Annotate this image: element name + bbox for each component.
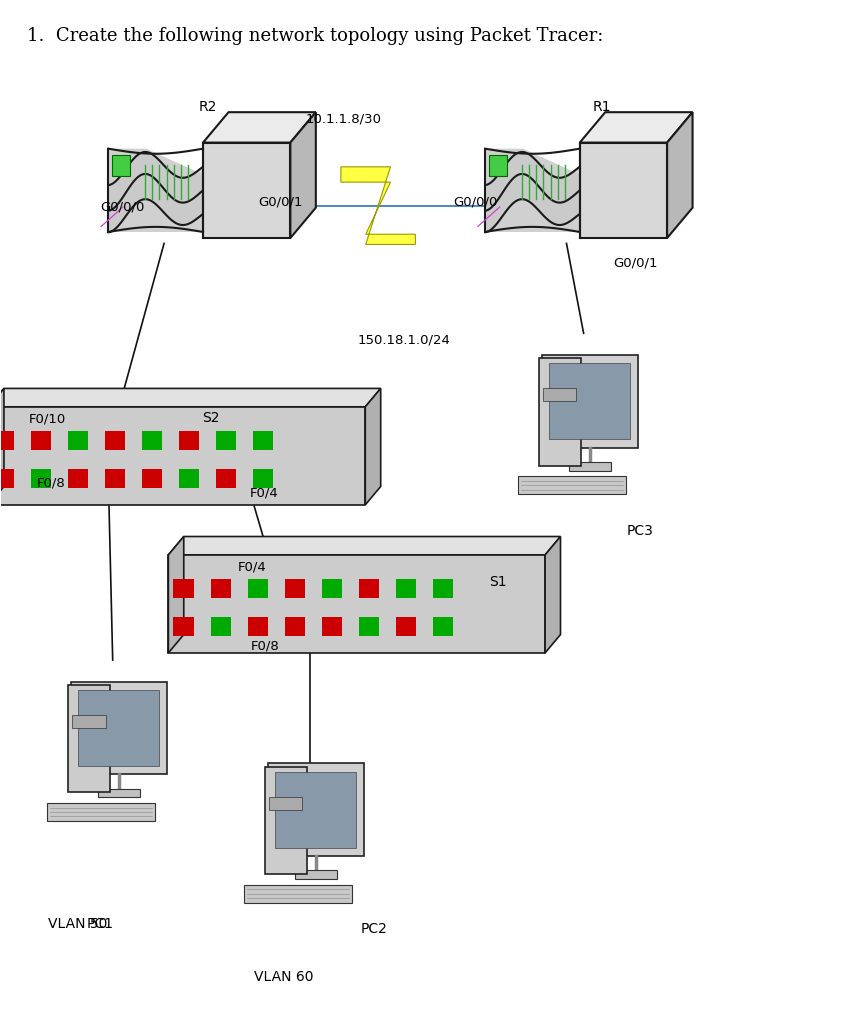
Text: G0/0/0: G0/0/0 bbox=[454, 196, 498, 209]
Polygon shape bbox=[580, 142, 667, 238]
Polygon shape bbox=[485, 148, 584, 232]
Bar bbox=[396, 617, 416, 636]
Polygon shape bbox=[108, 174, 203, 232]
Bar bbox=[543, 388, 576, 401]
Bar bbox=[489, 155, 507, 176]
Polygon shape bbox=[0, 407, 365, 505]
Text: F0/10: F0/10 bbox=[28, 413, 65, 425]
Text: R1: R1 bbox=[592, 99, 611, 114]
Text: G0/0/0: G0/0/0 bbox=[100, 201, 144, 214]
Text: F0/8: F0/8 bbox=[37, 476, 65, 489]
Polygon shape bbox=[108, 152, 203, 211]
Text: S1: S1 bbox=[490, 574, 507, 589]
Bar bbox=[72, 715, 106, 728]
Bar bbox=[247, 580, 268, 598]
Text: R2: R2 bbox=[198, 99, 216, 114]
Bar bbox=[247, 617, 268, 636]
Bar bbox=[433, 580, 453, 598]
Polygon shape bbox=[485, 174, 580, 232]
Bar bbox=[179, 431, 199, 450]
Polygon shape bbox=[0, 388, 4, 505]
Bar bbox=[142, 469, 162, 487]
Text: F0/8: F0/8 bbox=[251, 640, 280, 652]
Text: VLAN 50: VLAN 50 bbox=[48, 916, 108, 931]
Bar bbox=[216, 469, 236, 487]
Text: G0/0/1: G0/0/1 bbox=[613, 257, 658, 269]
Bar bbox=[216, 431, 236, 450]
Bar bbox=[396, 580, 416, 598]
Bar bbox=[295, 870, 337, 879]
Bar bbox=[46, 803, 155, 821]
Polygon shape bbox=[290, 113, 316, 238]
Bar bbox=[265, 767, 307, 874]
Bar bbox=[210, 580, 231, 598]
Polygon shape bbox=[365, 388, 381, 505]
Bar bbox=[98, 788, 140, 798]
Bar bbox=[142, 431, 162, 450]
Polygon shape bbox=[667, 113, 692, 238]
Text: 10.1.1.8/30: 10.1.1.8/30 bbox=[306, 113, 382, 126]
Bar bbox=[321, 580, 342, 598]
Bar bbox=[105, 469, 125, 487]
Bar bbox=[539, 358, 581, 466]
Polygon shape bbox=[341, 167, 416, 245]
Bar bbox=[321, 617, 342, 636]
Bar bbox=[269, 797, 302, 810]
Bar bbox=[174, 617, 193, 636]
Polygon shape bbox=[168, 537, 561, 555]
Bar bbox=[253, 431, 273, 450]
Bar bbox=[70, 682, 167, 774]
Bar bbox=[179, 469, 199, 487]
Bar bbox=[31, 431, 51, 450]
Polygon shape bbox=[168, 537, 184, 653]
Bar bbox=[174, 580, 193, 598]
Text: PC2: PC2 bbox=[361, 922, 388, 936]
Text: PC1: PC1 bbox=[87, 916, 114, 931]
Bar bbox=[105, 431, 125, 450]
Bar bbox=[433, 617, 453, 636]
Bar bbox=[112, 155, 131, 176]
Bar bbox=[31, 469, 51, 487]
Bar bbox=[549, 364, 631, 439]
Bar bbox=[569, 462, 611, 471]
Polygon shape bbox=[545, 537, 561, 653]
Text: 150.18.1.0/24: 150.18.1.0/24 bbox=[357, 334, 450, 346]
Polygon shape bbox=[203, 113, 316, 142]
Text: PC3: PC3 bbox=[626, 523, 654, 538]
Polygon shape bbox=[168, 555, 545, 653]
Bar bbox=[244, 885, 351, 902]
Bar bbox=[542, 354, 637, 447]
Bar bbox=[68, 469, 88, 487]
Bar bbox=[284, 617, 305, 636]
Bar bbox=[284, 580, 305, 598]
Text: 1.  Create the following network topology using Packet Tracer:: 1. Create the following network topology… bbox=[27, 27, 604, 45]
Bar bbox=[78, 690, 160, 766]
Bar bbox=[359, 617, 379, 636]
Bar bbox=[253, 469, 273, 487]
Polygon shape bbox=[108, 148, 207, 232]
Bar bbox=[0, 431, 14, 450]
Text: F0/4: F0/4 bbox=[238, 560, 267, 573]
Bar bbox=[0, 469, 14, 487]
Bar bbox=[68, 685, 110, 793]
Bar bbox=[359, 580, 379, 598]
Polygon shape bbox=[485, 152, 580, 211]
Polygon shape bbox=[203, 142, 290, 238]
Polygon shape bbox=[580, 113, 692, 142]
Text: G0/0/1: G0/0/1 bbox=[259, 196, 302, 209]
Bar bbox=[268, 763, 363, 856]
Bar bbox=[68, 431, 88, 450]
Bar bbox=[275, 772, 356, 848]
Text: S2: S2 bbox=[203, 412, 220, 425]
Text: VLAN 60: VLAN 60 bbox=[254, 970, 314, 984]
Text: F0/4: F0/4 bbox=[250, 486, 278, 500]
Polygon shape bbox=[0, 388, 381, 407]
Bar bbox=[210, 617, 231, 636]
Bar bbox=[518, 476, 625, 495]
